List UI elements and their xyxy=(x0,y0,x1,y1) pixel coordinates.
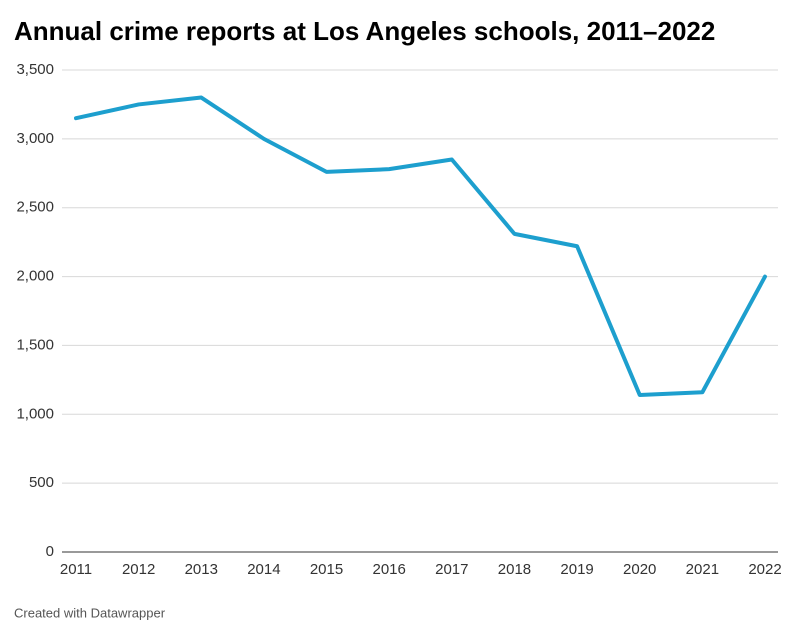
x-tick-label: 2021 xyxy=(686,561,719,578)
y-tick-label: 3,000 xyxy=(16,130,54,147)
y-tick-label: 500 xyxy=(29,474,54,491)
x-tick-label: 2019 xyxy=(560,561,593,578)
y-tick-label: 1,000 xyxy=(16,405,54,422)
chart-title: Annual crime reports at Los Angeles scho… xyxy=(14,16,715,46)
y-tick-label: 2,500 xyxy=(16,199,54,216)
y-tick-label: 3,500 xyxy=(16,61,54,78)
x-tick-label: 2013 xyxy=(185,561,218,578)
x-tick-label: 2022 xyxy=(748,561,781,578)
y-tick-label: 0 xyxy=(46,543,54,560)
x-tick-label: 2017 xyxy=(435,561,468,578)
y-tick-label: 2,000 xyxy=(16,268,54,285)
line xyxy=(74,95,767,398)
x-tick-label: 2016 xyxy=(372,561,405,578)
x-tick-label: 2018 xyxy=(498,561,531,578)
x-tick-label: 2012 xyxy=(122,561,155,578)
x-tick-label: 2014 xyxy=(247,561,280,578)
credit: Created with Datawrapper xyxy=(14,605,166,620)
x-tick-label: 2020 xyxy=(623,561,656,578)
x-tick-label: 2015 xyxy=(310,561,343,578)
y-tick-label: 1,500 xyxy=(16,336,54,353)
x-tick-label: 2011 xyxy=(60,561,92,578)
